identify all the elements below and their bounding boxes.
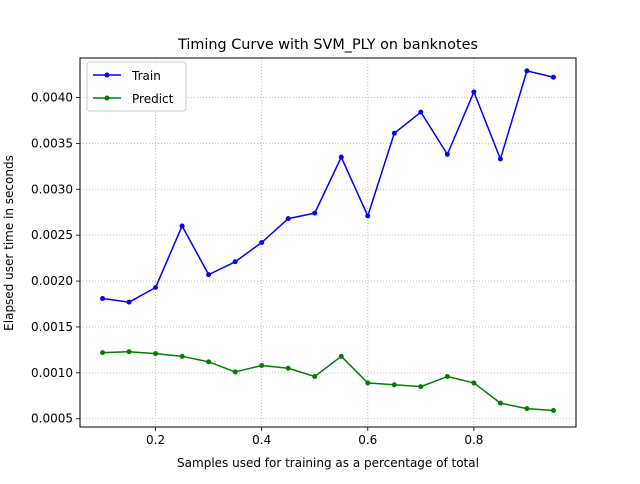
data-point-train: [206, 272, 212, 278]
data-point-predict: [126, 349, 132, 355]
series-train: [100, 68, 556, 305]
data-point-train: [550, 74, 556, 80]
y-tick-label: 0.0020: [31, 274, 73, 288]
y-axis-ticks: 0.0005 0.0010 0.0015 0.0020 0.0025 0.0030 0.00…: [31, 90, 80, 426]
data-point-predict: [418, 384, 424, 390]
data-point-predict: [285, 365, 291, 371]
data-point-predict: [444, 374, 450, 380]
x-tick-label: 0.8: [464, 433, 483, 447]
data-point-predict: [365, 380, 371, 386]
x-tick-label: 0.4: [252, 433, 271, 447]
data-point-train: [365, 213, 371, 219]
legend-label-train: Train: [131, 69, 161, 83]
y-tick-label: 0.0015: [31, 320, 73, 334]
legend-marker-train: [104, 72, 110, 78]
y-tick-label: 0.0005: [31, 412, 73, 426]
data-point-predict: [179, 353, 185, 359]
data-point-train: [285, 216, 291, 222]
data-point-train: [524, 68, 530, 74]
legend-label-predict: Predict: [132, 92, 174, 106]
y-tick-label: 0.0040: [31, 90, 73, 104]
data-point-predict: [391, 382, 397, 388]
data-point-train: [312, 210, 318, 216]
x-tick-label: 0.6: [358, 433, 377, 447]
data-point-predict: [232, 369, 238, 375]
data-point-train: [153, 284, 159, 290]
data-point-train: [100, 295, 106, 301]
data-point-predict: [338, 353, 344, 359]
data-point-train: [126, 299, 132, 305]
plot-series: [100, 68, 556, 413]
x-axis-label: Samples used for training as a percentag…: [177, 456, 479, 470]
y-axis-label: Elapsed user time in seconds: [2, 155, 16, 331]
y-tick-label: 0.0035: [31, 136, 73, 150]
data-point-train: [391, 130, 397, 136]
data-point-predict: [471, 380, 477, 386]
data-point-train: [471, 89, 477, 95]
plot-area-frame: [79, 57, 577, 428]
data-point-predict: [312, 374, 318, 380]
series-predict: [100, 349, 556, 413]
data-point-train: [418, 109, 424, 115]
data-point-predict: [524, 406, 530, 412]
data-point-predict: [153, 351, 159, 357]
series-line-train: [102, 70, 554, 303]
legend-marker-predict: [104, 95, 110, 101]
y-tick-label: 0.0010: [31, 366, 73, 380]
data-point-train: [497, 156, 503, 162]
data-point-predict: [550, 407, 556, 413]
data-point-train: [232, 259, 238, 265]
x-tick-label: 0.2: [146, 433, 165, 447]
data-point-predict: [497, 400, 503, 406]
data-point-predict: [100, 350, 106, 356]
legend: Train Predict: [86, 61, 187, 112]
series-line-predict: [102, 350, 554, 412]
data-point-predict: [259, 363, 265, 368]
legend-item-predict: Predict: [93, 92, 174, 106]
data-point-train: [338, 154, 344, 160]
data-point-predict: [206, 359, 212, 365]
data-point-train: [179, 223, 185, 229]
data-point-train: [259, 240, 265, 245]
data-point-train: [444, 151, 450, 157]
chart-title: Timing Curve with SVM_PLY on banknotes: [177, 37, 478, 53]
y-tick-label: 0.0030: [31, 182, 73, 196]
legend-item-train: Train: [93, 69, 161, 83]
x-axis-ticks: 0.2 0.4 0.6 0.8: [146, 427, 483, 447]
y-tick-label: 0.0025: [31, 228, 73, 242]
